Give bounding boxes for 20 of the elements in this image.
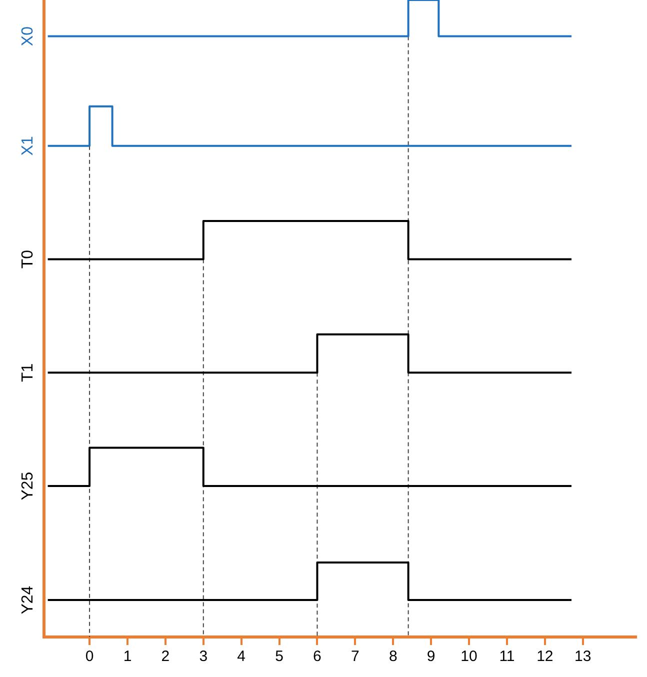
x-tick-label: 6 (313, 648, 322, 666)
text: Y25 (19, 472, 36, 500)
x-tick-label: 9 (426, 648, 436, 666)
x-tick-label: 12 (536, 648, 554, 666)
x-tick-label: 4 (237, 648, 246, 666)
text: T0 (19, 250, 36, 269)
text: T1 (19, 363, 36, 382)
x-tick-label: 3 (199, 648, 208, 666)
x-tick-label: 11 (499, 648, 515, 666)
x-tick-label: 1 (123, 648, 132, 666)
x-tick-label: 5 (275, 648, 284, 666)
text: Y24 (19, 586, 36, 614)
x-tick-label: 10 (460, 648, 478, 666)
x-tick-label: 2 (161, 648, 170, 666)
x-tick-label: 0 (85, 648, 94, 666)
text: X0 (19, 26, 36, 46)
x-tick-label: 8 (388, 648, 398, 666)
x-tick-label: 13 (574, 648, 592, 666)
text: X1 (19, 136, 36, 156)
x-tick-label: 7 (351, 648, 360, 666)
